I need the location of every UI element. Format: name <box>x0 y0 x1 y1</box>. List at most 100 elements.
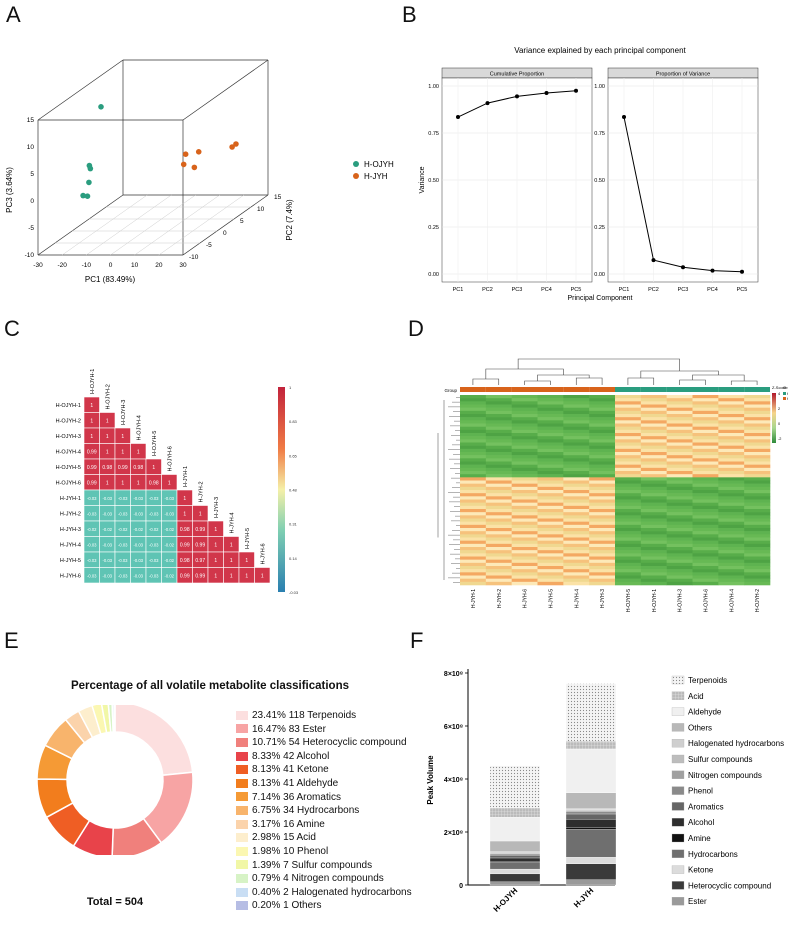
heatmap-cell <box>511 524 538 529</box>
heatmap-cell <box>589 490 616 494</box>
corr-value: 1 <box>106 449 109 455</box>
heatmap-cell <box>537 477 564 481</box>
heatmap-cell <box>615 524 642 529</box>
heatmap-cell <box>485 474 512 478</box>
corr-value: 0.99 <box>87 465 97 471</box>
colorbar-tick: 0.65 <box>289 453 298 458</box>
legend-swatch <box>236 874 248 884</box>
heatmap-cell <box>460 442 487 446</box>
heatmap-cell <box>718 474 745 478</box>
bar-segment <box>565 819 617 828</box>
heatmap-cell <box>615 553 642 557</box>
heatmap-cell <box>485 540 512 545</box>
heatmap-cell <box>666 414 693 418</box>
heatmap-cell <box>563 433 590 437</box>
heatmap-cell <box>692 537 719 541</box>
heatmap-cell <box>537 578 564 583</box>
heatmap-cell <box>563 401 590 405</box>
heatmap-cell <box>589 499 616 503</box>
corr-value: -0.03 <box>87 496 97 501</box>
col-label: H-JYH-1 <box>183 466 189 487</box>
legend-swatch <box>671 754 685 764</box>
heatmap-cell <box>563 486 590 491</box>
row-label: H-OJYH-2 <box>56 418 81 424</box>
y-axis-label: Peak Volume <box>426 755 435 805</box>
heatmap-cell <box>537 537 564 541</box>
heatmap-cell <box>718 547 745 551</box>
heatmap-cell <box>485 395 512 399</box>
heatmap-cell <box>615 559 642 564</box>
heatmap-cell <box>589 502 616 507</box>
heatmap-cell <box>537 414 564 418</box>
heatmap-cell <box>692 566 719 570</box>
heatmap-cell <box>485 423 512 427</box>
heatmap-cell <box>537 404 564 408</box>
colorbar-tick: 0.31 <box>289 522 298 527</box>
bar-segment <box>489 807 541 818</box>
heatmap-cell <box>744 407 771 412</box>
dendrogram-branch <box>517 358 680 371</box>
heatmap-cell <box>615 550 642 554</box>
heatmap-cell <box>511 569 538 573</box>
legend-name: Aldehyde <box>296 778 339 789</box>
heatmap-cell <box>485 417 512 421</box>
heatmap-cell <box>718 455 745 459</box>
corr-value: 0.99 <box>195 527 205 533</box>
heatmap-cell <box>640 461 667 465</box>
x-tick-label: H-JYH <box>572 886 595 909</box>
heatmap-cell <box>537 480 564 484</box>
heatmap-cell <box>460 464 487 469</box>
heatmap-cell <box>640 448 667 453</box>
heatmap-cell <box>744 436 771 440</box>
x-tick-label: 30 <box>179 262 187 269</box>
heatmap-cell <box>511 395 538 399</box>
heatmap-cell <box>460 540 487 545</box>
legend-label: Aromatics <box>688 802 724 811</box>
heatmap-cell <box>692 528 719 532</box>
heatmap-cell <box>537 543 564 548</box>
heatmap-cell <box>537 531 564 535</box>
corr-value: 1 <box>106 434 109 440</box>
y-tick-label: 0 <box>459 883 463 890</box>
heatmap-cell <box>615 442 642 446</box>
heatmap-cell <box>485 490 512 494</box>
cube-edge <box>37 59 124 121</box>
y-tick-label: 1.00 <box>428 84 439 90</box>
col-label: H-OJYH-3 <box>121 400 127 425</box>
heatmap-cell <box>537 436 564 440</box>
heatmap-cell <box>511 518 538 522</box>
legend-name: Amine <box>296 818 325 830</box>
heatmap-cell <box>640 458 667 462</box>
heatmap-cell <box>485 537 512 541</box>
heatmap-cell <box>692 452 719 456</box>
heatmap-cell <box>718 543 745 548</box>
legend-pct: 1.39% <box>252 859 284 871</box>
heatmap-cell <box>615 543 642 548</box>
pca-3d-chart: -30 -20 -10 0 10 20 30-10-5051015-10-5051015PC… <box>5 59 394 284</box>
donut-legend-item: 3.17% 16 Amine <box>236 819 325 830</box>
cube-edge <box>182 59 269 121</box>
heatmap-cell <box>615 458 642 462</box>
heatmap-cell <box>615 455 642 459</box>
corr-value: 0.99 <box>87 449 97 455</box>
x-axis-label: Principal Component <box>568 295 633 302</box>
corr-value: 1 <box>214 542 217 548</box>
heatmap-cell <box>718 407 745 412</box>
corr-value: 1 <box>137 480 140 486</box>
heatmap-cell <box>744 505 771 510</box>
heatmap-cell <box>615 493 642 497</box>
heatmap-cell <box>692 442 719 446</box>
heatmap-cell <box>666 445 693 450</box>
heatmap-cell <box>640 528 667 532</box>
heatmap-cell <box>563 474 590 478</box>
heatmap-cell <box>692 477 719 481</box>
heatmap-cell <box>537 502 564 507</box>
heatmap-cell <box>460 458 487 462</box>
heatmap-cell <box>589 477 616 481</box>
corr-value: -0.02 <box>164 542 174 547</box>
heatmap-cell <box>615 505 642 510</box>
legend-swatch <box>671 865 685 874</box>
heatmap-cell <box>460 445 487 450</box>
heatmap-cell <box>692 471 719 475</box>
y-tick-label: 0.00 <box>428 272 439 278</box>
